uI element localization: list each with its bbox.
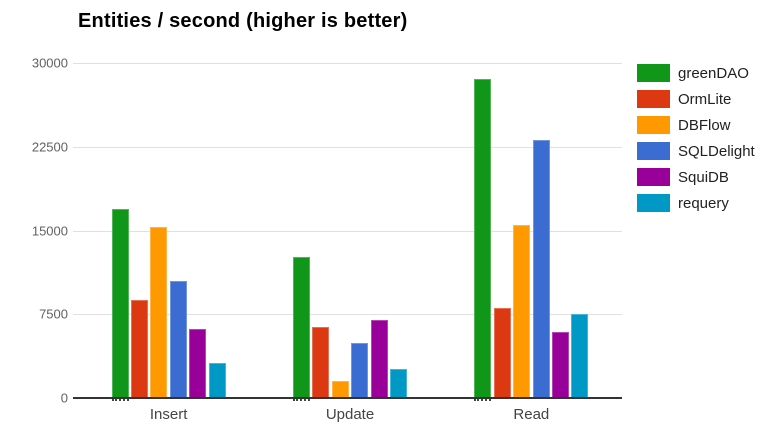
bar-squidb-update[interactable]	[370, 319, 388, 398]
y-axis-tick-label: 30000	[31, 55, 68, 71]
legend-item: greenDAO	[637, 64, 755, 82]
legend-label: DBFlow	[678, 116, 731, 134]
bar-dbflow-update[interactable]	[331, 381, 349, 398]
baseline-dotted-marker	[293, 399, 310, 401]
bar-ormlite-update[interactable]	[312, 326, 330, 398]
legend-item: OrmLite	[637, 90, 755, 108]
x-axis-category-label: Insert	[149, 406, 188, 423]
y-axis-tick-label: 7500	[39, 306, 68, 322]
legend-swatch-requery	[637, 194, 670, 212]
bar-requery-read[interactable]	[571, 314, 589, 398]
y-axis-tick-label: 22500	[31, 139, 68, 155]
legend-item: DBFlow	[637, 116, 755, 134]
bar-ormlite-insert[interactable]	[131, 299, 149, 398]
x-axis-baseline	[73, 397, 622, 399]
gridline	[73, 314, 622, 316]
bar-dbflow-insert[interactable]	[150, 227, 168, 398]
legend: greenDAO OrmLite DBFlow SQLDelight SquiDB req…	[637, 64, 755, 220]
legend-item: SquiDB	[637, 168, 755, 186]
bar-greendao-update[interactable]	[293, 257, 310, 398]
bar-greendao-insert[interactable]	[111, 209, 129, 398]
bar-sqldelight-read[interactable]	[532, 140, 550, 398]
legend-item: SQLDelight	[637, 142, 755, 160]
chart-title: Entities / second (higher is better)	[78, 10, 408, 32]
gridline	[73, 63, 622, 64]
legend-label: requery	[678, 194, 729, 212]
bar-requery-insert[interactable]	[208, 363, 226, 398]
y-axis-tick-label: 0	[60, 390, 68, 406]
bar-sqldelight-insert[interactable]	[169, 280, 187, 398]
bar-dbflow-read[interactable]	[513, 224, 531, 398]
legend-swatch-sqldelight	[637, 142, 670, 160]
baseline-dotted-marker	[111, 399, 129, 401]
legend-label: greenDAO	[678, 64, 749, 82]
gridline	[73, 230, 622, 232]
bar-sqldelight-update[interactable]	[351, 343, 369, 398]
legend-label: SquiDB	[678, 168, 729, 186]
gridline	[73, 146, 622, 148]
legend-label: SQLDelight	[678, 142, 755, 160]
legend-swatch-ormlite	[637, 90, 670, 108]
legend-label: OrmLite	[678, 90, 732, 108]
y-axis-tick-label: 15000	[31, 223, 68, 238]
bar-squidb-insert[interactable]	[189, 328, 207, 398]
x-axis-category-label: Update	[325, 406, 375, 423]
baseline-dotted-marker	[474, 399, 492, 401]
legend-swatch-squidb	[637, 168, 670, 186]
bar-squidb-read[interactable]	[551, 332, 569, 398]
legend-swatch-greendao	[637, 64, 670, 82]
legend-item: requery	[637, 194, 755, 212]
x-axis-category-label: Read	[513, 406, 550, 423]
bar-greendao-read[interactable]	[474, 78, 492, 398]
bar-ormlite-read[interactable]	[493, 307, 511, 398]
legend-swatch-dbflow	[637, 116, 670, 134]
bar-requery-update[interactable]	[390, 368, 407, 398]
